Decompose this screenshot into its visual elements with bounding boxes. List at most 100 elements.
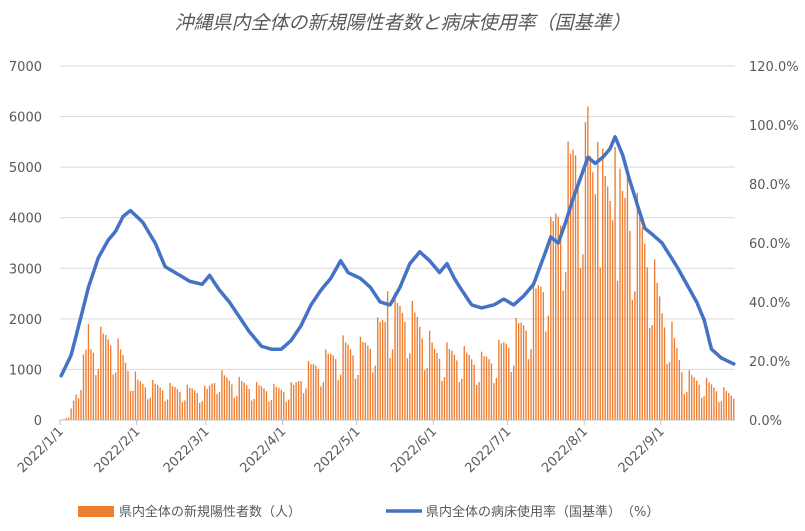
bar (132, 390, 134, 420)
bar (564, 272, 567, 420)
bar (421, 338, 423, 420)
bar (312, 363, 315, 420)
bar (179, 391, 181, 420)
y-left-tick-label: 3000 (9, 262, 42, 277)
bar (216, 394, 218, 420)
bar (562, 290, 564, 420)
bar (280, 389, 282, 420)
x-tick-label: 2022/1/1 (15, 424, 67, 476)
bar (414, 312, 416, 420)
bar (307, 361, 310, 420)
bar (535, 288, 537, 420)
bar (119, 349, 122, 420)
bar (171, 386, 174, 420)
bar (517, 323, 520, 420)
x-tick-label: 2022/2/1 (92, 424, 144, 476)
x-tick-label: 2022/9/1 (616, 424, 668, 476)
bar (381, 320, 384, 420)
bar (579, 267, 582, 420)
bar (411, 300, 414, 420)
bar (626, 169, 629, 420)
bar (606, 186, 609, 420)
bar (463, 345, 465, 420)
y-right-tick-label: 120.0% (749, 60, 799, 75)
bar (683, 394, 685, 420)
bar (510, 372, 512, 420)
bar (384, 322, 386, 420)
bar (611, 220, 614, 420)
bar (441, 380, 443, 420)
bar (649, 327, 651, 420)
bar (97, 368, 100, 420)
bar (710, 384, 713, 420)
bar (87, 323, 90, 420)
bar (614, 146, 616, 420)
bar (82, 354, 85, 420)
bar (275, 386, 278, 420)
bar (344, 342, 347, 420)
bar (100, 326, 102, 420)
bar (72, 400, 75, 420)
bar (513, 365, 515, 420)
bar (478, 382, 480, 420)
bar (634, 291, 636, 420)
bar (695, 380, 698, 420)
bar (691, 375, 693, 420)
bar (288, 399, 290, 420)
bar (305, 388, 307, 420)
line-series (59, 135, 736, 378)
bar (295, 382, 297, 420)
bar (433, 348, 436, 420)
bar (181, 402, 184, 420)
bar (693, 377, 695, 420)
bar (730, 395, 732, 420)
bar (723, 387, 725, 420)
legend-label-bar: 県内全体の新規陽性者数（人） (119, 504, 301, 520)
bar (302, 393, 305, 420)
bar (720, 401, 723, 420)
bar (453, 354, 456, 420)
bar (332, 355, 334, 420)
bar (555, 213, 557, 420)
bar (337, 379, 339, 420)
bar (725, 391, 728, 420)
bar (189, 387, 191, 420)
bar (191, 388, 193, 420)
bar (114, 372, 117, 420)
bar (139, 381, 142, 420)
bar (641, 227, 643, 420)
bar (241, 381, 243, 420)
bar (639, 216, 641, 420)
bar (391, 349, 394, 420)
bar (233, 397, 235, 420)
bar (248, 388, 250, 420)
bar (339, 374, 342, 420)
bar (354, 378, 357, 420)
bar (67, 417, 70, 420)
bar (367, 345, 369, 420)
bar (466, 352, 468, 420)
y-left-tick-label: 4000 (9, 212, 42, 227)
y-left-tick-label: 5000 (9, 161, 42, 176)
bar (105, 334, 107, 420)
bar (587, 106, 589, 420)
bar (260, 386, 263, 420)
y-left-tick-label: 0 (34, 414, 42, 429)
bar (604, 175, 606, 420)
bar (537, 285, 540, 420)
bar (364, 342, 367, 420)
bar (129, 390, 132, 420)
bar (428, 330, 431, 420)
bar (265, 391, 268, 420)
x-tick-label: 2022/3/1 (161, 424, 213, 476)
bar (431, 342, 433, 420)
bar (515, 317, 517, 420)
bar (372, 372, 374, 420)
bar (374, 365, 376, 420)
bar (194, 390, 196, 420)
x-tick-label: 2022/7/1 (462, 424, 514, 476)
bar (656, 282, 658, 420)
bar (461, 378, 463, 420)
x-tick-label: 2022/8/1 (539, 424, 591, 476)
bar (488, 359, 490, 420)
